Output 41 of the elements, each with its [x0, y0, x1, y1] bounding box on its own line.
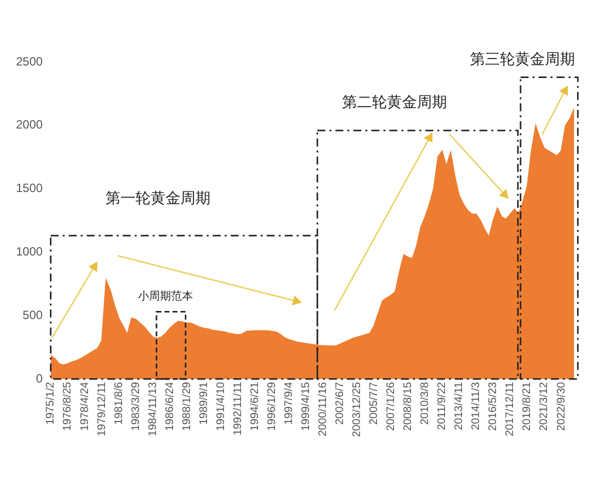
annotation: 小周期范本 — [138, 290, 193, 303]
y-tick-label: 2500 — [16, 54, 44, 68]
y-tick-label: 1000 — [16, 244, 44, 258]
x-tick-label: 2007/1/26 — [385, 382, 398, 431]
x-tick-label: 1991/4/10 — [214, 382, 227, 431]
x-tick-label: 1981/8/6 — [112, 382, 125, 425]
annotation: 第三轮黄金周期 — [470, 50, 575, 68]
x-tick-label: 1989/9/1 — [198, 382, 210, 425]
y-tick-label: 500 — [22, 308, 44, 322]
x-tick-label: 1994/6/21 — [248, 382, 261, 431]
x-tick-label: 1992/11/11 — [232, 382, 244, 436]
annotation: 第二轮黄金周期 — [342, 92, 447, 111]
x-tick-label: 2010/3/8 — [419, 382, 432, 425]
x-tick-label: 2011/9/22 — [436, 382, 448, 430]
x-tick-label: 2022/9/30 — [555, 382, 568, 431]
x-tick-label: 2002/6/7 — [334, 382, 346, 425]
x-tick-label: 1997/9/4 — [282, 382, 295, 425]
x-tick-label: 2005/7/7 — [368, 382, 380, 425]
annotation: 第一轮黄金周期 — [106, 188, 211, 207]
x-tick-label: 2000/11/16 — [317, 382, 330, 436]
x-tick-label: 2014/11/3 — [470, 382, 482, 430]
x-tick-label: 2019/8/21 — [521, 382, 534, 431]
x-tick-label: 1988/1/29 — [180, 382, 193, 431]
x-tick-label: 1984/11/13 — [146, 382, 159, 436]
x-tick-label: 1986/6/24 — [164, 382, 176, 431]
x-tick-label: 1983/3/29 — [130, 382, 142, 431]
x-tick-label: 1996/1/29 — [266, 382, 278, 431]
x-tick-label: 1999/4/15 — [300, 382, 312, 431]
x-tick-label: 2003/12/25 — [351, 382, 364, 438]
x-tick-label: 1978/4/24 — [78, 382, 91, 431]
x-tick-label: 2021/3/12 — [538, 382, 550, 431]
x-tick-label: 2017/12/11 — [504, 382, 516, 436]
x-tick-label: 1976/8/25 — [62, 382, 74, 431]
x-tick-label: 2008/8/15 — [402, 382, 414, 431]
y-tick-label: 2000 — [16, 118, 44, 132]
x-tick-label: 1975/1/2 — [44, 382, 57, 425]
y-tick-label: 1500 — [16, 181, 44, 196]
y-tick-label: 0 — [36, 371, 44, 386]
x-tick-label: 2016/5/23 — [487, 382, 500, 431]
x-tick-label: 2013/4/11 — [453, 382, 466, 430]
x-tick-label: 1979/12/11 — [96, 382, 108, 436]
